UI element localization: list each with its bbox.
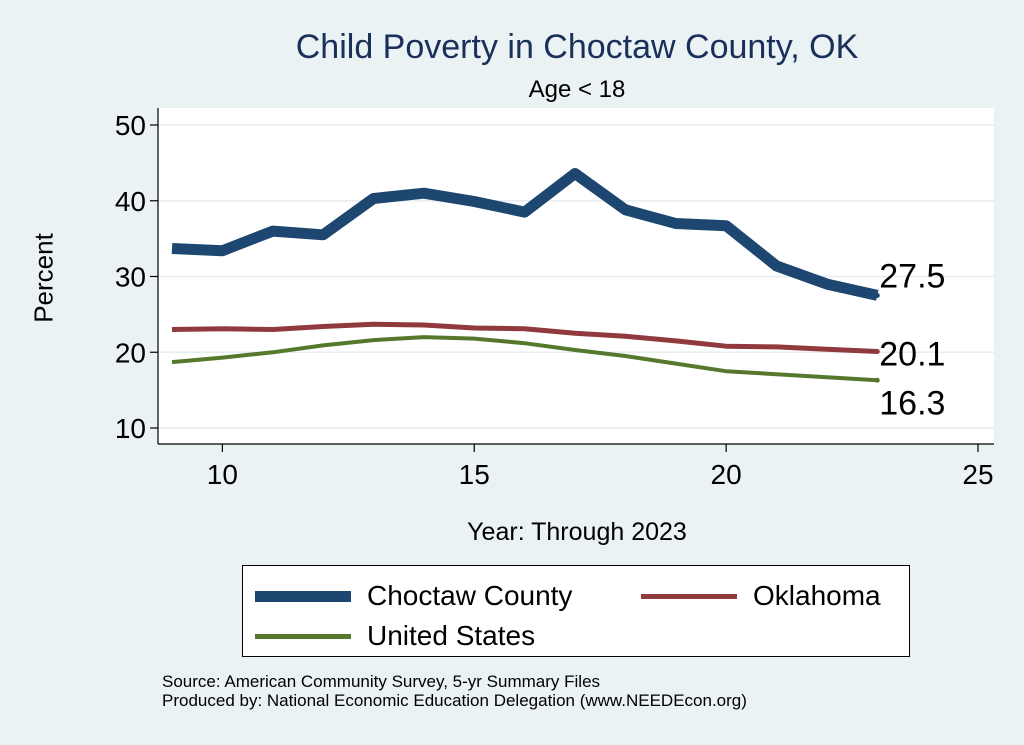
- y-tick-label: 10: [115, 413, 146, 444]
- series-end-marker: [874, 377, 880, 383]
- source-note: Source: American Community Survey, 5-yr …: [162, 672, 747, 710]
- x-tick-label: 15: [459, 459, 490, 490]
- legend: Choctaw County Oklahoma United States: [242, 565, 910, 657]
- series-line-united-states: [171, 335, 878, 383]
- legend-swatch: [641, 593, 737, 599]
- series-line-oklahoma: [171, 321, 878, 354]
- legend-item-oklahoma: Oklahoma: [641, 580, 881, 612]
- y-tick-label: 50: [115, 110, 146, 141]
- chart-subtitle: Age < 18: [528, 76, 626, 103]
- x-tick-label: 10: [207, 459, 238, 490]
- end-labels: 27.5 20.1 16.3: [879, 257, 945, 422]
- legend-item-united-states: United States: [255, 620, 535, 652]
- x-axis-label: Year: Through 2023: [467, 518, 687, 546]
- series-end-marker: [874, 348, 880, 354]
- legend-label: Oklahoma: [753, 580, 881, 611]
- end-value-label: 16.3: [879, 384, 945, 422]
- series-end-marker: [874, 292, 880, 298]
- legend-swatch: [255, 633, 351, 639]
- axes: 10 20 30 40 50 10 15 20 25: [115, 108, 994, 490]
- gridlines: [158, 124, 994, 429]
- legend-swatch: [255, 590, 351, 602]
- x-tick-label: 25: [962, 459, 993, 490]
- legend-item-choctaw-county: Choctaw County: [255, 580, 572, 612]
- y-tick-label: 20: [115, 337, 146, 368]
- source-line: Source: American Community Survey, 5-yr …: [162, 672, 601, 691]
- series-layer: [171, 168, 880, 383]
- y-axis-label: Percent: [28, 233, 59, 323]
- end-value-label: 27.5: [879, 257, 945, 295]
- chart-title: Child Poverty in Choctaw County, OK: [295, 28, 859, 66]
- y-tick-label: 40: [115, 186, 146, 217]
- legend-label: Choctaw County: [367, 580, 573, 611]
- producer-line: Produced by: National Economic Education…: [162, 691, 747, 710]
- y-tick-label: 30: [115, 262, 146, 293]
- x-tick-label: 20: [711, 459, 742, 490]
- series-line-choctaw-county: [171, 168, 879, 301]
- legend-label: United States: [367, 620, 536, 651]
- end-value-label: 20.1: [879, 335, 945, 373]
